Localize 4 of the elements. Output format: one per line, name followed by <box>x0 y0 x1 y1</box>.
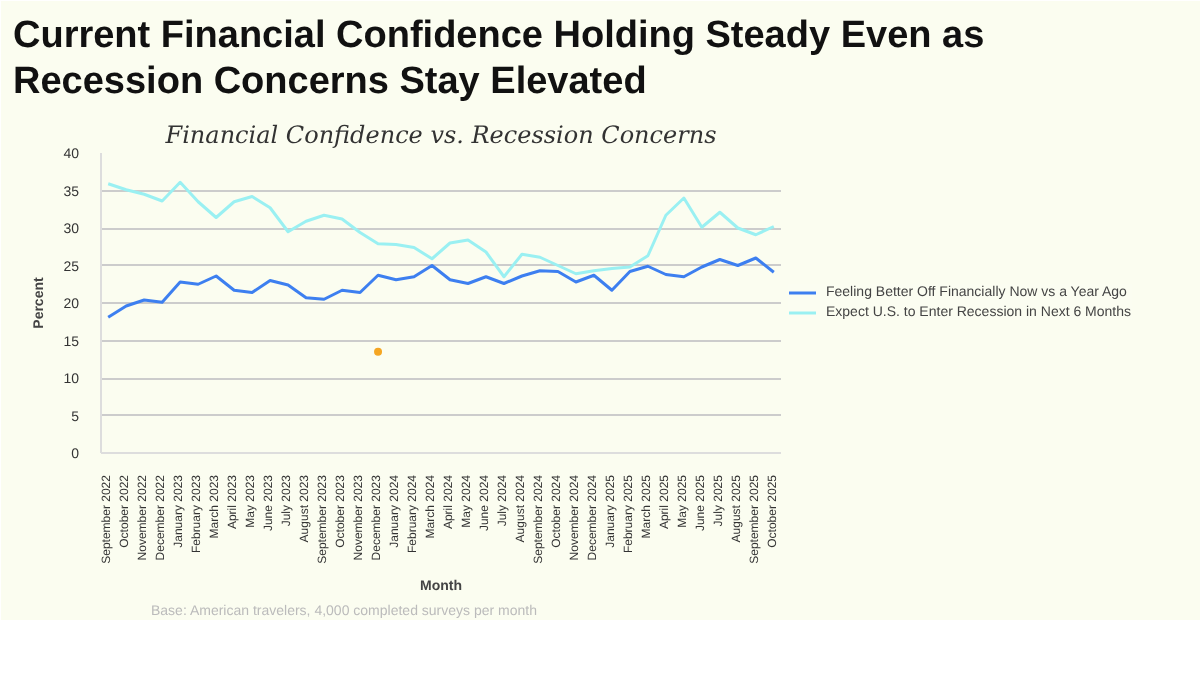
chart-title: Current Financial Confidence Holding Steady Even as Recession Concerns Stay Elevated <box>13 14 985 103</box>
line-series <box>106 180 776 279</box>
chart-subtitle: Financial Confidence vs. Recession Concerns <box>163 121 717 149</box>
line-series <box>106 256 776 319</box>
